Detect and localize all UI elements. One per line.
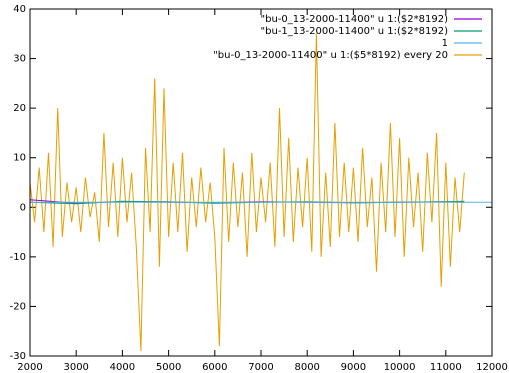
x-tick-label: 3000 bbox=[63, 362, 88, 373]
y-tick-label: 10 bbox=[13, 153, 26, 164]
x-tick-label: 6000 bbox=[202, 362, 227, 373]
y-tick-label: 0 bbox=[20, 202, 26, 213]
plot-border bbox=[29, 8, 493, 357]
series-line bbox=[29, 33, 465, 352]
x-tick-label: 4000 bbox=[110, 362, 135, 373]
legend-label: 1 bbox=[442, 38, 448, 49]
y-tick-label: 20 bbox=[13, 103, 26, 114]
y-tick-label: -30 bbox=[10, 351, 26, 362]
x-tick-label: 12000 bbox=[476, 362, 508, 373]
x-tick-label: 10000 bbox=[384, 362, 416, 373]
legend-label: "bu-0_13-2000-11400" u 1:($2*8192) bbox=[261, 14, 449, 25]
x-tick-label: 2000 bbox=[17, 362, 42, 373]
x-tick-label: 11000 bbox=[430, 362, 462, 373]
legend-label: "bu-0_13-2000-11400" u 1:($5*8192) every… bbox=[213, 50, 448, 61]
y-tick-label: -20 bbox=[10, 301, 26, 312]
x-tick-label: 5000 bbox=[156, 362, 181, 373]
y-tick-label: -10 bbox=[10, 252, 26, 263]
y-tick-label: 40 bbox=[13, 4, 26, 15]
legend-label: "bu-1_13-2000-11400" u 1:($2*8192) bbox=[261, 26, 449, 37]
x-tick-label: 8000 bbox=[294, 362, 319, 373]
x-tick-label: 7000 bbox=[248, 362, 273, 373]
x-tick-label: 9000 bbox=[341, 362, 366, 373]
y-tick-label: 30 bbox=[13, 54, 26, 65]
